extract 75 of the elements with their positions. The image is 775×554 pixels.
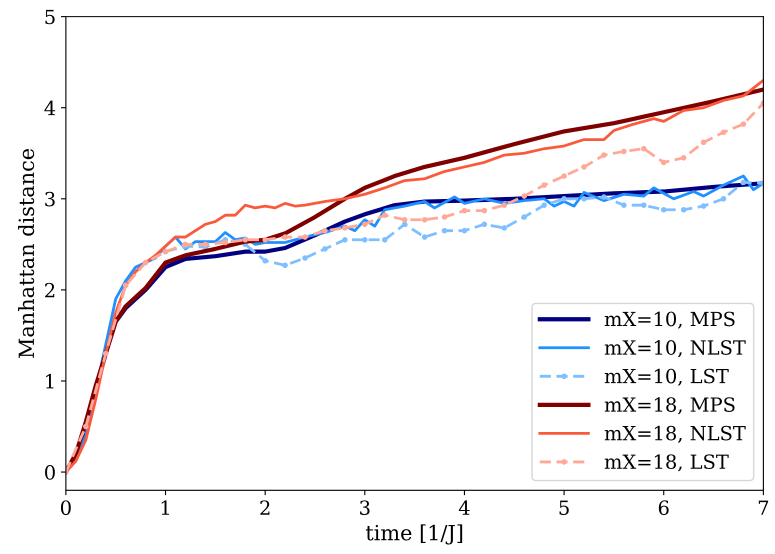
point [242,237,248,243]
point [342,237,348,243]
x-tick-label: 2 [260,500,270,515]
point [462,228,468,234]
point [521,193,528,199]
point [422,216,428,223]
legend-label: mX=18, LST [604,454,729,472]
point [502,202,508,208]
point [502,225,508,231]
point [202,242,208,248]
point [660,160,667,166]
point [302,255,308,261]
point [282,262,288,268]
x-tick-label: 5 [560,500,569,516]
x-tick-label: 4 [458,500,470,515]
point [720,196,726,202]
point [262,258,268,264]
point [362,237,368,243]
point [422,234,428,240]
x-tick-label: 6 [658,500,669,516]
point [222,240,228,246]
point [740,180,746,186]
point [561,196,567,202]
x-axis-title: time [1/J] [366,524,462,545]
point [621,202,627,208]
point [641,146,647,152]
point [601,194,607,200]
x-tick-label: 3 [360,500,370,516]
point [581,164,587,170]
point [322,228,328,234]
point [561,173,567,179]
point [342,225,348,231]
point [402,216,408,223]
point [382,212,388,218]
y-tick-label: 2 [45,282,54,298]
legend-label: mX=10, MPS [604,312,735,329]
point [442,228,448,234]
point [322,246,328,252]
point [581,196,587,202]
point [641,202,647,208]
point [720,130,726,136]
legend-label: mX=10, NLST [604,340,746,358]
legend-label: mX=10, LST [604,368,729,386]
point [262,237,268,243]
point [541,182,547,188]
point [601,152,607,158]
point [302,234,308,240]
y-tick-label: 5 [45,10,55,24]
legend-label: mX=18, NLST [604,426,746,443]
point [541,202,547,208]
point [700,140,706,146]
point [482,222,488,228]
point [402,222,408,228]
legend-label: mX=18, MPS [604,397,735,414]
point [521,214,528,220]
x-tick-label: 0 [60,500,71,516]
point [660,206,667,213]
y-tick-label: 1 [46,374,54,388]
x-tick-label: 1 [162,500,169,515]
point [621,148,627,154]
point [680,206,686,213]
y-tick-label: 3 [45,192,55,206]
point [282,234,288,240]
point [740,121,746,127]
point [700,203,706,209]
y-tick-label: 4 [44,100,56,116]
y-tick-label: 0 [45,465,55,480]
point [442,214,448,220]
point [362,222,368,228]
point [680,155,686,161]
point [482,208,488,214]
x-tick-label: 7 [758,500,768,515]
point [382,237,388,243]
y-axis-title: Manhattan distance [18,148,34,358]
point [462,208,468,214]
